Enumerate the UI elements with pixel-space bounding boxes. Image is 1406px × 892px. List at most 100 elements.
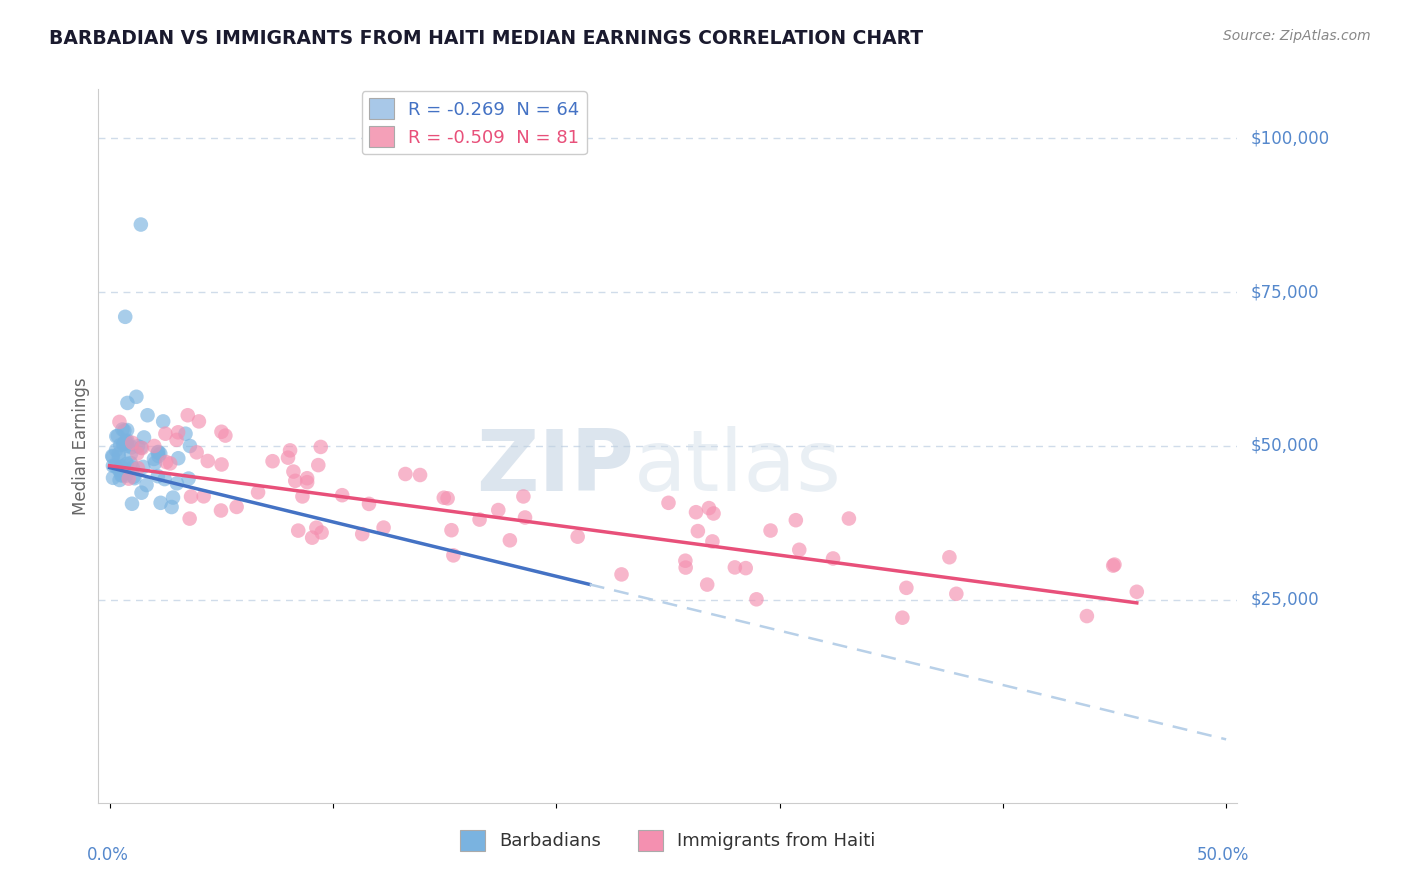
Point [891,610,914,624]
Point [838,511,860,525]
Point [167,451,190,466]
Point [146,469,169,483]
Point [440,523,463,537]
Point [110,459,132,474]
Point [107,429,129,443]
Point [686,524,709,538]
Point [409,468,432,483]
Point [352,527,374,541]
Point [305,521,328,535]
Text: ZIP: ZIP [477,425,634,509]
Point [132,430,155,444]
Point [108,463,131,477]
Point [125,390,148,404]
Point [120,456,142,470]
Point [101,449,124,463]
Point [105,429,128,443]
Point [112,437,135,451]
Text: $50,000: $50,000 [1251,437,1319,455]
Point [120,447,142,461]
Point [247,485,270,500]
Point [193,489,215,503]
Point [513,510,536,524]
Point [673,554,696,568]
Point [111,468,134,483]
Point [115,439,138,453]
Point [152,414,174,428]
Point [146,445,169,459]
Point [108,473,131,487]
Point [121,497,143,511]
Point [512,490,534,504]
Point [124,471,146,485]
Point [309,440,332,454]
Point [127,439,149,453]
Point [166,433,188,447]
Point [197,454,219,468]
Point [179,511,201,525]
Point [697,501,720,516]
Point [131,485,153,500]
Point [110,438,132,452]
Point [734,561,756,575]
Point [115,457,138,471]
Point [277,450,299,465]
Point [167,425,190,440]
Point [108,463,131,477]
Point [153,472,176,486]
Point [287,524,309,538]
Point [104,458,127,473]
Text: Source: ZipAtlas.com: Source: ZipAtlas.com [1223,29,1371,43]
Point [177,409,200,423]
Y-axis label: Median Earnings: Median Earnings [72,377,90,515]
Point [211,425,233,439]
Point [724,560,747,574]
Point [209,503,232,517]
Point [160,500,183,514]
Point [283,465,305,479]
Point [180,490,202,504]
Point [177,472,200,486]
Point [101,471,124,485]
Point [131,441,153,455]
Point [675,560,697,574]
Text: atlas: atlas [634,425,842,509]
Point [127,461,149,475]
Point [567,530,589,544]
Point [129,441,152,455]
Point [311,525,333,540]
Legend: Barbadians, Immigrants from Haiti: Barbadians, Immigrants from Haiti [453,822,883,858]
Point [174,426,197,441]
Point [685,505,707,519]
Text: $100,000: $100,000 [1251,129,1330,147]
Point [702,507,724,521]
Point [115,423,138,437]
Point [301,531,323,545]
Point [785,513,807,527]
Point [143,452,166,467]
Point [373,520,395,534]
Point [787,542,810,557]
Point [307,458,329,472]
Point [433,491,456,505]
Point [938,550,960,565]
Point [295,471,318,485]
Point [143,439,166,453]
Point [357,497,380,511]
Point [118,472,141,486]
Point [155,455,177,469]
Point [759,524,782,538]
Point [166,476,188,491]
Point [110,468,132,483]
Point [278,443,301,458]
Point [657,496,679,510]
Point [112,424,135,438]
Point [143,456,166,470]
Point [330,488,353,502]
Point [291,490,314,504]
Text: 50.0%: 50.0% [1197,846,1249,863]
Point [132,459,155,474]
Point [1076,609,1098,624]
Point [262,454,284,468]
Point [284,474,307,488]
